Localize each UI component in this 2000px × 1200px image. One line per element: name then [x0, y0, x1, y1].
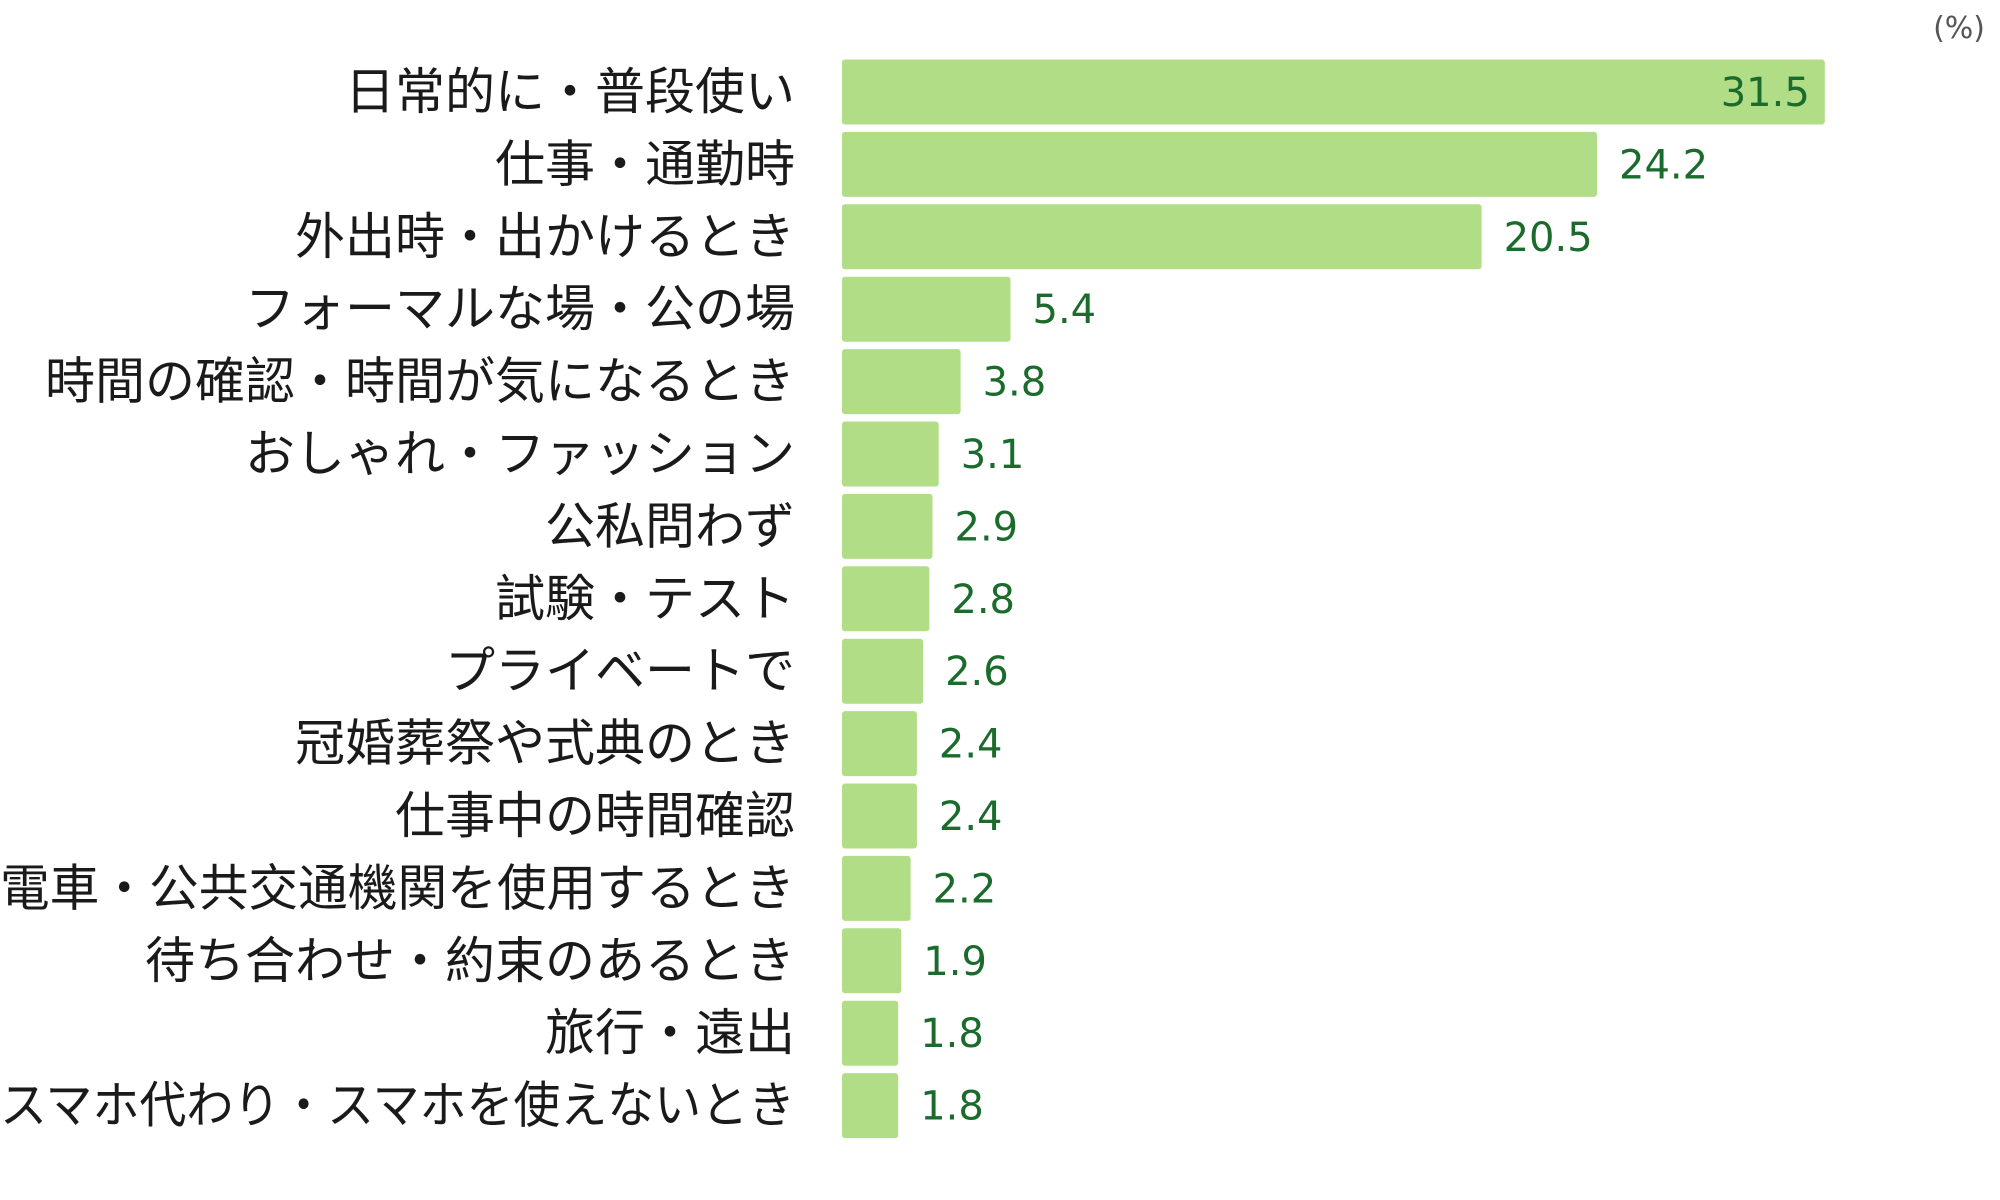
category-label: 電車・公共交通機関を使用するとき [0, 859, 795, 917]
bar [842, 711, 917, 777]
value-label: 2.4 [939, 722, 1003, 768]
category-label: 旅行・遠出 [545, 1004, 795, 1062]
value-label: 2.6 [945, 649, 1009, 695]
category-label: 外出時・出かけるとき [295, 208, 795, 266]
value-label: 2.4 [939, 794, 1003, 840]
category-label: 試験・テスト [495, 570, 795, 628]
value-label: 3.1 [961, 432, 1025, 478]
category-label: 仕事中の時間確認 [395, 787, 795, 845]
category-labels: 日常的に・普段使い仕事・通勤時外出時・出かけるときフォーマルな場・公の場時間の確… [0, 63, 795, 1135]
category-label: 公私問わず [545, 497, 795, 555]
category-label: スマホ代わり・スマホを使えないとき [0, 1077, 795, 1135]
value-label: 2.8 [951, 577, 1015, 623]
category-label: 待ち合わせ・約束のあるとき [145, 932, 795, 990]
category-label: 日常的に・普段使い [345, 63, 795, 121]
bar [842, 928, 902, 994]
value-label: 31.5 [1721, 70, 1810, 116]
bars-group [842, 59, 1825, 1139]
unit-label: (%) [1933, 11, 1985, 46]
value-label: 1.9 [923, 939, 987, 985]
bar [842, 566, 930, 632]
value-label: 20.5 [1504, 215, 1593, 261]
bar [842, 493, 933, 559]
category-label: フォーマルな場・公の場 [245, 280, 795, 338]
bar [842, 131, 1597, 197]
value-label: 2.2 [933, 866, 997, 912]
value-label: 2.9 [955, 504, 1019, 550]
category-label: 冠婚葬祭や式典のとき [295, 715, 795, 773]
category-label: おしゃれ・ファッション [245, 425, 795, 483]
category-label: 仕事・通勤時 [495, 135, 795, 193]
bar [842, 349, 961, 415]
value-labels: 31.5 24.2 20.5 5.4 3.8 3.1 2.9 2.8 2.6 2.4 2.4 2.2 1… [920, 70, 1810, 1130]
bar [842, 638, 924, 704]
bar [842, 783, 917, 849]
category-label: プライベートで [445, 642, 795, 700]
value-label: 24.2 [1619, 142, 1708, 188]
bar [842, 855, 911, 921]
bar [842, 276, 1011, 342]
bar [842, 1073, 899, 1139]
category-label: 時間の確認・時間が気になるとき [45, 353, 795, 411]
value-label: 5.4 [1033, 287, 1097, 333]
value-label: 3.8 [983, 360, 1047, 406]
value-label: 1.8 [920, 1084, 984, 1130]
bar [842, 1000, 899, 1066]
bar [842, 421, 939, 487]
value-label: 1.8 [920, 1011, 984, 1057]
bar [842, 204, 1482, 270]
bar [842, 59, 1825, 125]
